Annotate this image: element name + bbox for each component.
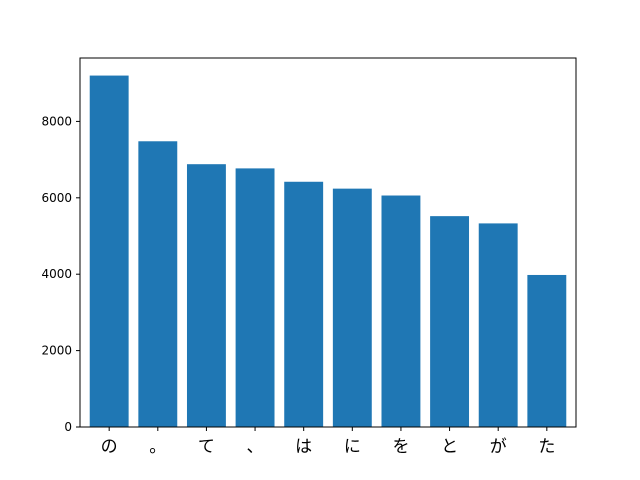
bar-0	[89, 75, 129, 428]
bar-2	[186, 164, 226, 427]
x-tick-label-8: が	[490, 437, 507, 457]
bar-4	[284, 181, 324, 427]
x-axis: の 。 て 、 は に を と が た	[101, 427, 555, 457]
bars-group	[89, 75, 567, 428]
y-tick-label-3: 6000	[41, 191, 72, 205]
bar-3	[235, 168, 275, 427]
bar-9	[527, 274, 567, 427]
x-tick-label-0: の	[101, 437, 118, 457]
x-tick-label-9: た	[538, 437, 555, 457]
bar-6	[381, 195, 421, 427]
x-tick-label-3: 、	[247, 437, 264, 457]
plot-frame	[79, 57, 577, 428]
y-tick-label-0: 0	[64, 420, 72, 434]
bar-1	[138, 141, 178, 427]
x-tick-label-6: を	[392, 437, 409, 457]
y-axis: 0 2000 4000 6000 8000	[41, 114, 80, 434]
bar-8	[478, 223, 518, 427]
y-tick-label-2: 4000	[41, 267, 72, 281]
y-tick-label-1: 2000	[41, 344, 72, 358]
x-tick-label-7: と	[441, 437, 458, 457]
bar-7	[430, 216, 470, 427]
x-tick-label-2: て	[198, 437, 215, 457]
bar-5	[332, 188, 372, 427]
y-tick-label-4: 8000	[41, 114, 72, 128]
x-tick-label-5: に	[344, 437, 361, 457]
x-tick-label-1: 。	[149, 437, 166, 457]
x-tick-label-4: は	[295, 437, 312, 457]
